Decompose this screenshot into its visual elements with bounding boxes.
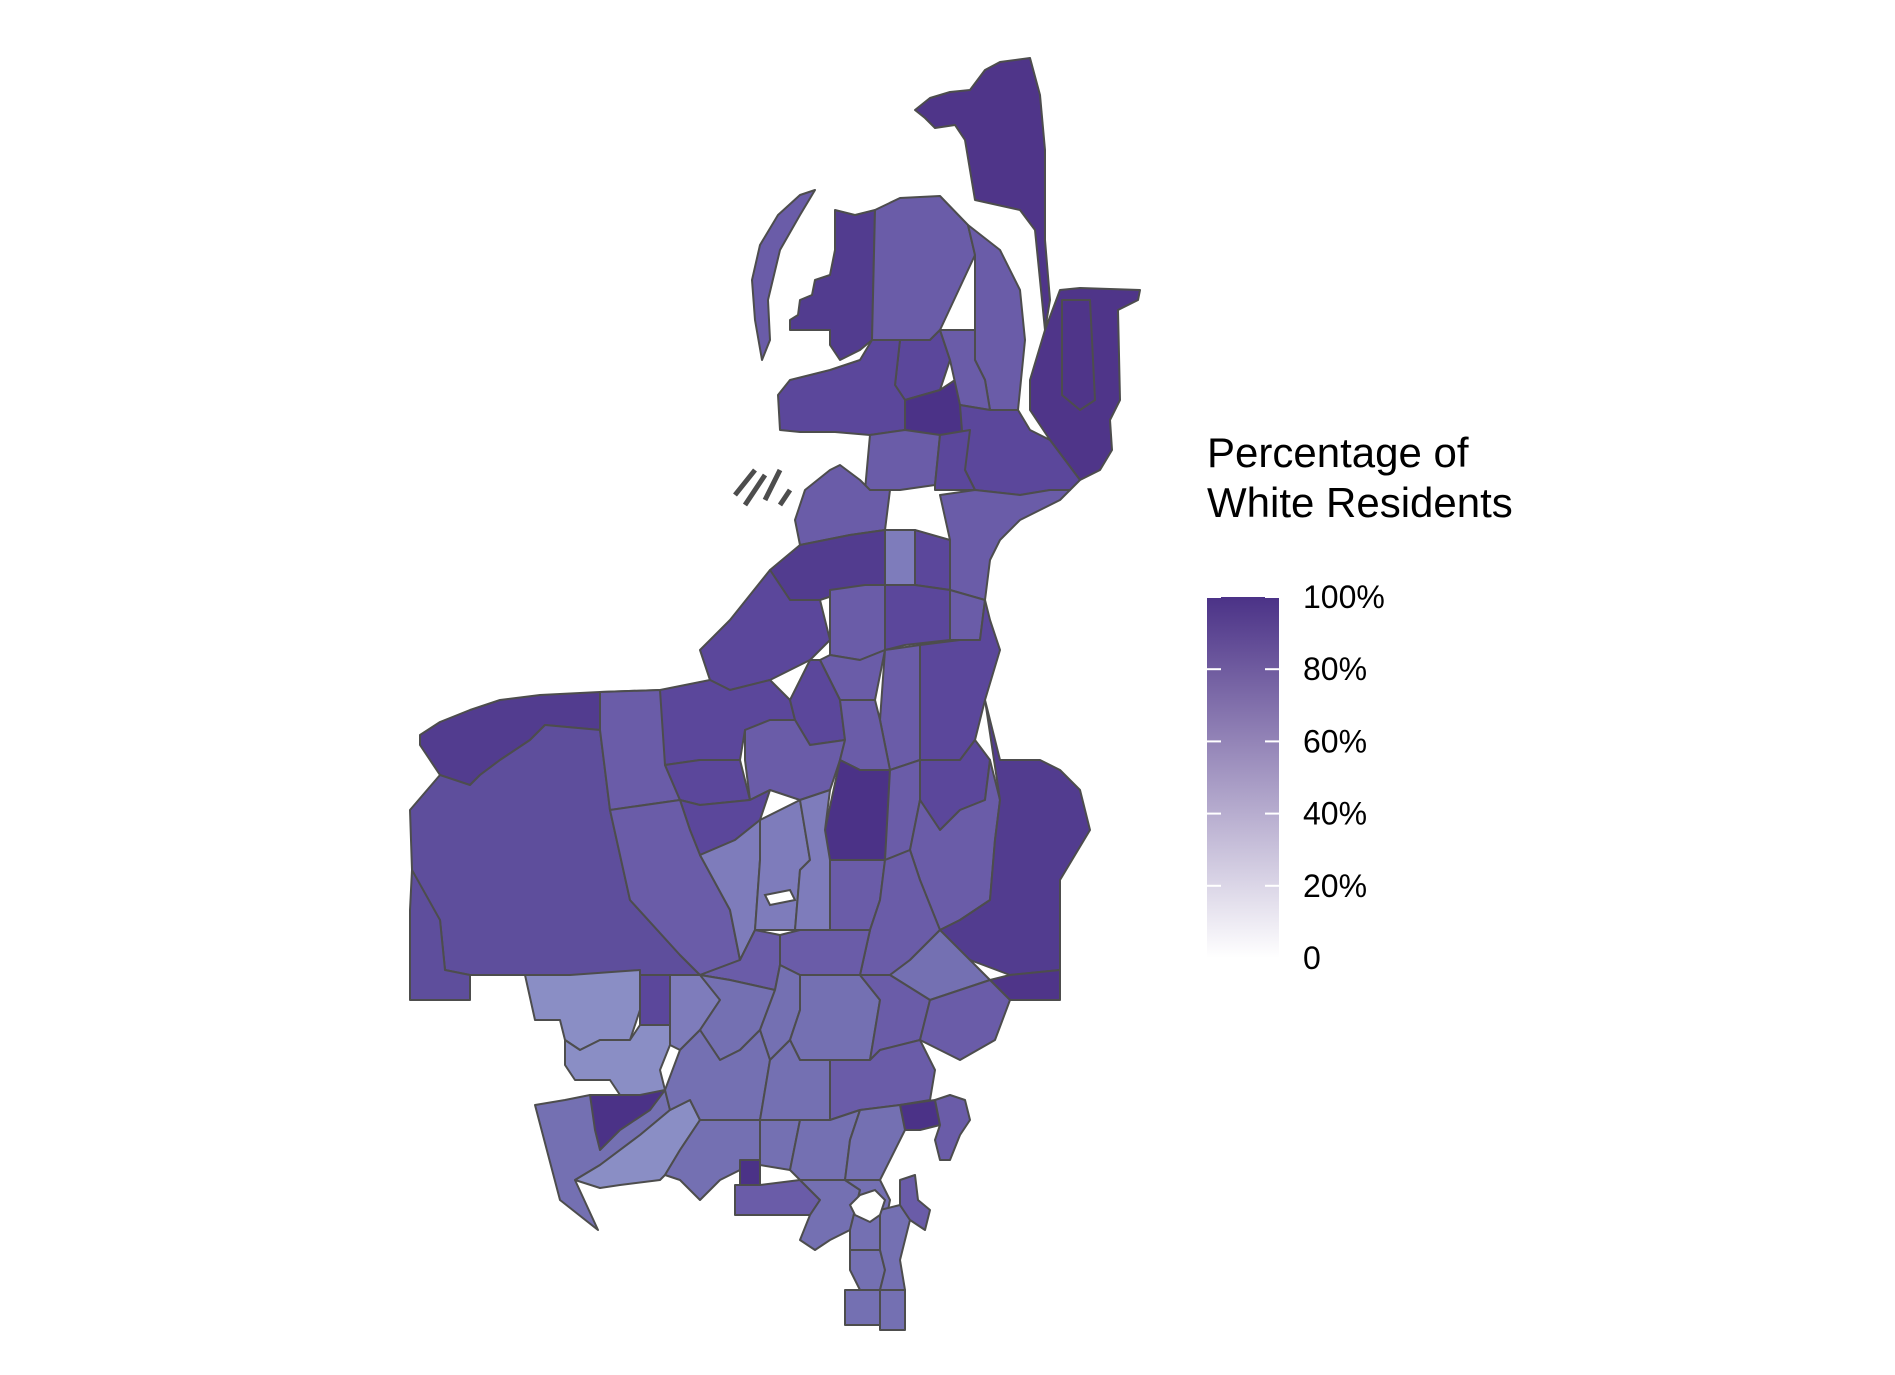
tract-south-east-b[interactable] <box>919 979 1011 1061</box>
tract-south-tail-b[interactable] <box>879 1204 911 1291</box>
legend-color-bar <box>1207 597 1279 958</box>
legend-title-line2: White Residents <box>1207 479 1513 526</box>
tract-south-right-east[interactable] <box>934 1094 971 1161</box>
water-hole-south <box>848 1188 887 1224</box>
tract-west-spit[interactable] <box>751 189 816 361</box>
tract-south-tail-c[interactable] <box>844 1289 881 1326</box>
tract-south-tail-d[interactable] <box>879 1289 906 1331</box>
tract-northwest-mid[interactable] <box>777 339 906 436</box>
tract-south-bottom-left-dark[interactable] <box>739 1159 761 1186</box>
water-hole-center <box>763 888 797 907</box>
tract-south-light-mid[interactable] <box>564 1024 671 1101</box>
legend-ticks: 100% 80% 60% 40% 20% 0 <box>1207 579 1385 976</box>
legend-tick-label: 40% <box>1303 796 1367 832</box>
tract-upper-north-mid[interactable] <box>871 195 976 341</box>
tract-center-north-a[interactable] <box>914 529 951 591</box>
tract-east-coast-upper[interactable] <box>939 489 1071 601</box>
dock-lines <box>733 468 793 507</box>
tract-south-center-lower[interactable] <box>664 1119 761 1201</box>
tract-south-dark-diag[interactable] <box>589 1089 666 1151</box>
legend-tick-label: 0 <box>1303 940 1321 976</box>
tract-south-east-tail[interactable] <box>899 1174 931 1231</box>
tract-center-mid-a[interactable] <box>829 584 886 661</box>
map-legend: Percentage of White Residents 100% 80% 60%… <box>1207 429 1513 976</box>
tract-center-mid-b[interactable] <box>884 584 951 651</box>
legend-tick-label: 60% <box>1303 723 1367 759</box>
tract-center-south-mid[interactable] <box>779 929 871 976</box>
tract-west-coast-upper[interactable] <box>794 464 891 546</box>
legend-tick-label: 20% <box>1303 868 1367 904</box>
tract-east-mid[interactable] <box>949 589 986 641</box>
tract-south-lower-right[interactable] <box>844 1104 906 1181</box>
tract-north-central-a[interactable] <box>864 429 941 491</box>
tract-south-tail-a[interactable] <box>849 1249 886 1291</box>
tract-north-inner-3[interactable] <box>939 329 991 411</box>
tract-far-west-southwest[interactable] <box>409 869 471 1001</box>
tract-south-center-c[interactable] <box>789 974 881 1061</box>
census-tracts <box>409 57 1141 1331</box>
tract-upper-north-west[interactable] <box>789 209 876 361</box>
legend-tick-label: 80% <box>1303 651 1367 687</box>
tract-center-light-small[interactable] <box>884 529 916 586</box>
tract-south-right-small-dark[interactable] <box>899 1099 941 1131</box>
tract-south-light-west[interactable] <box>524 969 641 1051</box>
tract-east-southeast[interactable] <box>989 969 1061 1001</box>
legend-title-line1: Percentage of <box>1207 429 1469 476</box>
tract-south-dark-small[interactable] <box>639 974 671 1026</box>
legend-tick-label: 100% <box>1303 579 1385 615</box>
